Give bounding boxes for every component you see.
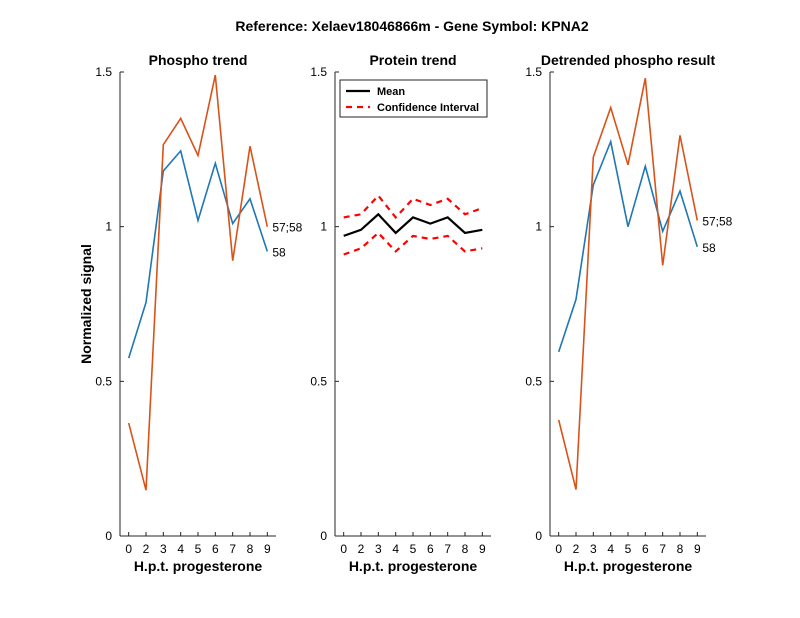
y-tick-label: 0.5 <box>95 374 112 388</box>
legend-box <box>339 79 488 118</box>
panel-title: Phospho trend <box>149 52 248 68</box>
x-tick-label: 9 <box>479 542 486 556</box>
x-tick-label: 0 <box>555 542 562 556</box>
legend: Mean Confidence Interval <box>339 79 488 118</box>
x-tick-label: 7 <box>229 542 236 556</box>
x-tick-label: 9 <box>694 542 701 556</box>
x-axis-label: H.p.t. progesterone <box>349 558 478 574</box>
panel-title: Detrended phospho result <box>541 52 716 68</box>
x-tick-label: 8 <box>677 542 684 556</box>
y-tick-label: 0 <box>535 529 542 543</box>
x-tick-label: 7 <box>659 542 666 556</box>
y-tick-label: 1.5 <box>525 65 542 79</box>
x-tick-label: 8 <box>462 542 469 556</box>
y-tick-label: 1 <box>105 220 112 234</box>
y-axis-label: Normalized signal <box>78 244 94 364</box>
x-tick-label: 5 <box>195 542 202 556</box>
x-tick-label: 6 <box>642 542 649 556</box>
figure-title: Reference: Xelaev18046866m - Gene Symbol… <box>235 18 588 34</box>
series-line-1 <box>127 149 269 359</box>
series-end-label: 57;58 <box>272 221 302 235</box>
series-line-3 <box>343 231 483 256</box>
x-tick-label: 7 <box>444 542 451 556</box>
x-tick-label: 4 <box>392 542 399 556</box>
series-line-2 <box>127 74 269 491</box>
x-tick-label: 4 <box>607 542 614 556</box>
legend-label: Confidence Interval <box>377 102 479 114</box>
y-tick-label: 0.5 <box>525 374 542 388</box>
y-tick-label: 1.5 <box>95 65 112 79</box>
x-tick-label: 2 <box>358 542 365 556</box>
x-tick-label: 4 <box>177 542 184 556</box>
series-line-2 <box>343 194 483 220</box>
x-tick-label: 8 <box>247 542 254 556</box>
series-end-label: 58 <box>272 245 286 259</box>
series-end-label: 58 <box>702 241 716 255</box>
series-line-2 <box>557 78 699 490</box>
series-line-1 <box>343 212 483 237</box>
y-tick-label: 0.5 <box>310 374 327 388</box>
x-tick-label: 9 <box>264 542 271 556</box>
y-tick-label: 0 <box>320 529 327 543</box>
panel-title: Protein trend <box>369 52 456 68</box>
y-tick-label: 1 <box>535 220 542 234</box>
x-axis-label: H.p.t. progesterone <box>134 558 263 574</box>
y-tick-label: 0 <box>105 529 112 543</box>
x-tick-label: 6 <box>212 542 219 556</box>
series-end-label: 57;58 <box>702 214 732 228</box>
y-tick-label: 1 <box>320 220 327 234</box>
x-tick-label: 5 <box>410 542 417 556</box>
legend-label: Mean <box>377 86 405 98</box>
x-axis-label: H.p.t. progesterone <box>564 558 693 574</box>
x-tick-label: 3 <box>375 542 382 556</box>
x-tick-label: 0 <box>125 542 132 556</box>
y-tick-label: 1.5 <box>310 65 327 79</box>
x-tick-label: 5 <box>625 542 632 556</box>
x-tick-label: 2 <box>573 542 580 556</box>
x-tick-label: 2 <box>143 542 150 556</box>
x-tick-label: 3 <box>590 542 597 556</box>
x-tick-label: 0 <box>340 542 347 556</box>
series-line-1 <box>557 138 699 353</box>
x-tick-label: 3 <box>160 542 167 556</box>
x-tick-label: 6 <box>427 542 434 556</box>
